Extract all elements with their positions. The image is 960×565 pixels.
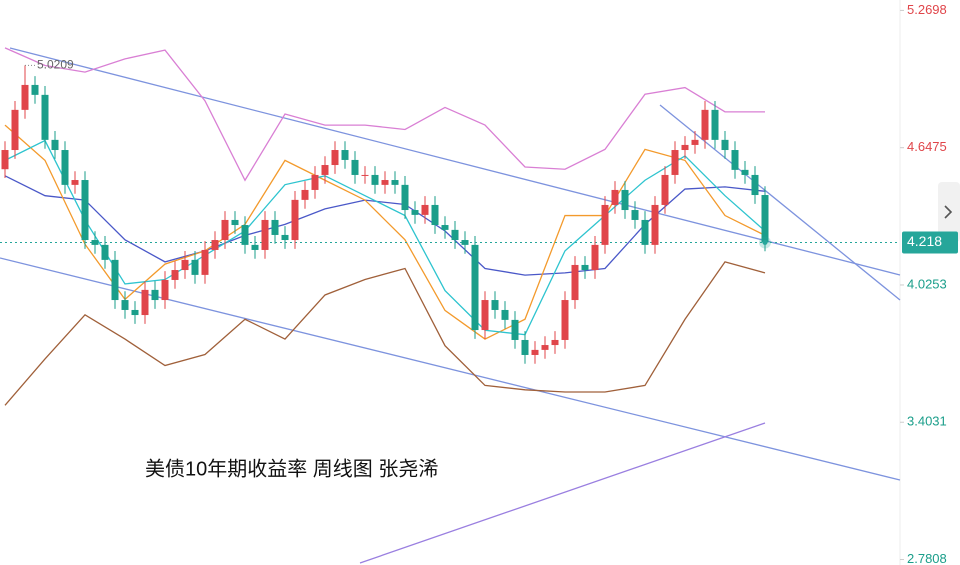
candle-body — [241, 225, 249, 245]
candle-body — [51, 139, 59, 151]
candle-body — [131, 309, 139, 316]
candle-body — [701, 109, 709, 140]
candle-body — [581, 264, 589, 271]
candle-body — [201, 249, 209, 275]
candle-body — [611, 189, 619, 205]
candle-body — [91, 240, 99, 245]
candle-body — [631, 210, 639, 220]
last-price-dot — [762, 239, 768, 245]
candle-body — [71, 180, 79, 185]
candle-body — [341, 150, 349, 160]
candle-body — [301, 189, 309, 200]
candle-body — [141, 289, 149, 316]
y-tick-label: 3.4031 — [907, 414, 947, 429]
candle-body — [351, 159, 359, 175]
y-tick-label: 2.7808 — [907, 551, 947, 565]
candle-body — [661, 174, 669, 205]
candle-body — [111, 259, 119, 301]
candle-body — [161, 279, 169, 301]
candle-body — [761, 195, 769, 243]
chevron-icon — [944, 205, 953, 219]
candle-body — [371, 174, 379, 185]
candle-body — [461, 240, 469, 245]
candle-body — [691, 139, 699, 145]
candle-body — [271, 219, 279, 235]
candle-body — [381, 180, 389, 185]
indicator-line — [4, 175, 766, 276]
candle-body — [431, 204, 439, 226]
candle-body — [81, 180, 89, 241]
candle-body — [651, 204, 659, 245]
y-tick-label: 4.0253 — [907, 276, 947, 291]
candle-body — [191, 259, 199, 275]
candle-body — [391, 180, 399, 185]
candle-body — [571, 264, 579, 301]
candle-body — [11, 109, 19, 151]
indicator-line — [4, 47, 765, 182]
candle-body — [171, 270, 179, 280]
candle-body — [731, 150, 739, 170]
candle-body — [361, 174, 369, 176]
candle-body — [511, 319, 519, 340]
indicator-line — [4, 261, 766, 406]
candle-body — [251, 244, 259, 250]
candle-body — [1, 150, 9, 170]
candle-body — [751, 174, 759, 196]
candle-body — [211, 240, 219, 250]
expand-button[interactable] — [938, 182, 960, 242]
candle-body — [31, 84, 39, 95]
candle-body — [291, 199, 299, 241]
candle-body — [401, 184, 409, 211]
channel-lower — [0, 257, 901, 481]
candle-body — [741, 169, 749, 175]
candle-body — [411, 210, 419, 215]
candle-body — [221, 219, 229, 241]
candle-body — [261, 219, 269, 250]
candle-body — [181, 259, 189, 271]
candle-body — [601, 204, 609, 245]
candle-body — [491, 300, 499, 310]
y-tick-label: 5.2698 — [907, 2, 947, 17]
candle-body — [421, 204, 429, 215]
candle-body — [531, 349, 539, 355]
candle-body — [101, 244, 109, 260]
indicator-line — [4, 139, 766, 336]
candle-body — [231, 219, 239, 226]
y-tick-label: 4.6475 — [907, 139, 947, 154]
candle-body — [151, 289, 159, 301]
indicator-line — [4, 124, 766, 340]
trend-line — [659, 104, 901, 301]
channel-upper — [9, 47, 901, 276]
candle-body — [641, 219, 649, 245]
candle-body — [541, 345, 549, 350]
candle-body — [61, 150, 69, 185]
candle-body — [311, 174, 319, 190]
candle-body — [321, 165, 329, 175]
candle-body — [521, 339, 529, 355]
support-line — [359, 422, 766, 564]
candle-body — [591, 244, 599, 271]
candle-body — [471, 244, 479, 331]
candle-body — [561, 300, 569, 340]
candle-body — [711, 109, 719, 140]
last-price-label: 4.218 — [907, 233, 942, 249]
candle-body — [501, 309, 509, 320]
candle-body — [281, 234, 289, 241]
candle-body — [481, 300, 489, 331]
high-marker-label: 5.0209 — [37, 57, 74, 71]
last-price-tag — [902, 231, 958, 254]
candle-body — [441, 225, 449, 230]
candle-body — [21, 84, 29, 110]
chart-title: 美债10年期收益率 周线图 张尧浠 — [145, 457, 438, 480]
candle-body — [41, 94, 49, 140]
candle-body — [671, 150, 679, 175]
candle-body — [621, 189, 629, 211]
candle-body — [331, 150, 339, 166]
candle-body — [681, 144, 689, 151]
candle-body — [121, 300, 129, 310]
candle-body — [451, 229, 459, 241]
candle-body — [551, 339, 559, 346]
candle-body — [721, 139, 729, 151]
